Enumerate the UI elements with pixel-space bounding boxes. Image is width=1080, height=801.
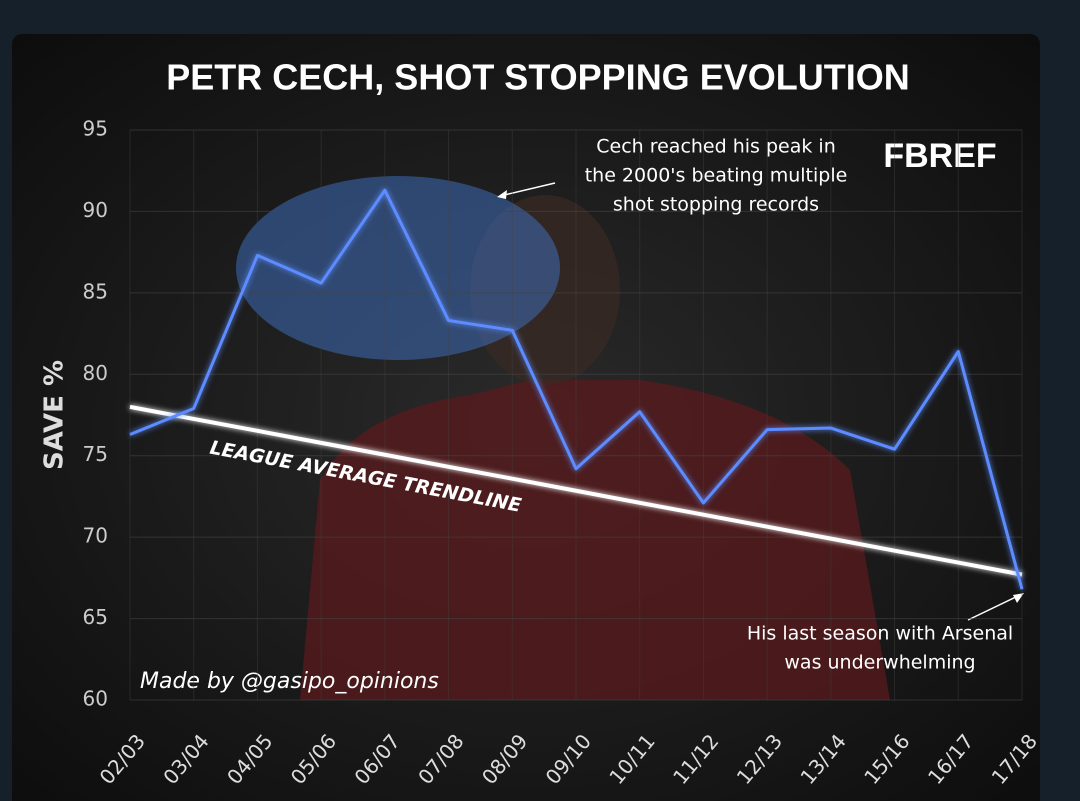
logo: FBREF: [883, 137, 996, 175]
y-tick-label: 80: [83, 361, 108, 385]
annotation: His last season with Arsenal: [747, 623, 1013, 645]
y-tick-label: 60: [83, 687, 108, 711]
trendline: [129, 404, 1023, 577]
y-tick-label: 85: [83, 279, 108, 303]
series-line: [129, 188, 1024, 590]
y-tick-label: 90: [83, 198, 108, 222]
y-tick-label: 65: [83, 605, 108, 629]
arrow-head: [1013, 593, 1024, 603]
annotation: shot stopping records: [613, 194, 819, 216]
credit: Made by @gasipo_opinions: [140, 669, 439, 694]
arrow: [499, 182, 556, 197]
annotation: the 2000's beating multiple: [585, 165, 848, 187]
y-tick-label: 95: [83, 117, 108, 141]
highlight-ellipse: [236, 176, 560, 360]
y-tick-label: 70: [83, 524, 108, 548]
annotation: Cech reached his peak in: [596, 136, 836, 158]
arrow: [967, 594, 1021, 621]
y-tick-label: 75: [83, 442, 108, 466]
y-axis-label: SAVE %: [40, 360, 70, 470]
chart-title: PETR CECH, SHOT STOPPING EVOLUTION: [166, 57, 909, 98]
annotation: was underwhelming: [784, 652, 975, 674]
arrow-head: [497, 190, 507, 199]
